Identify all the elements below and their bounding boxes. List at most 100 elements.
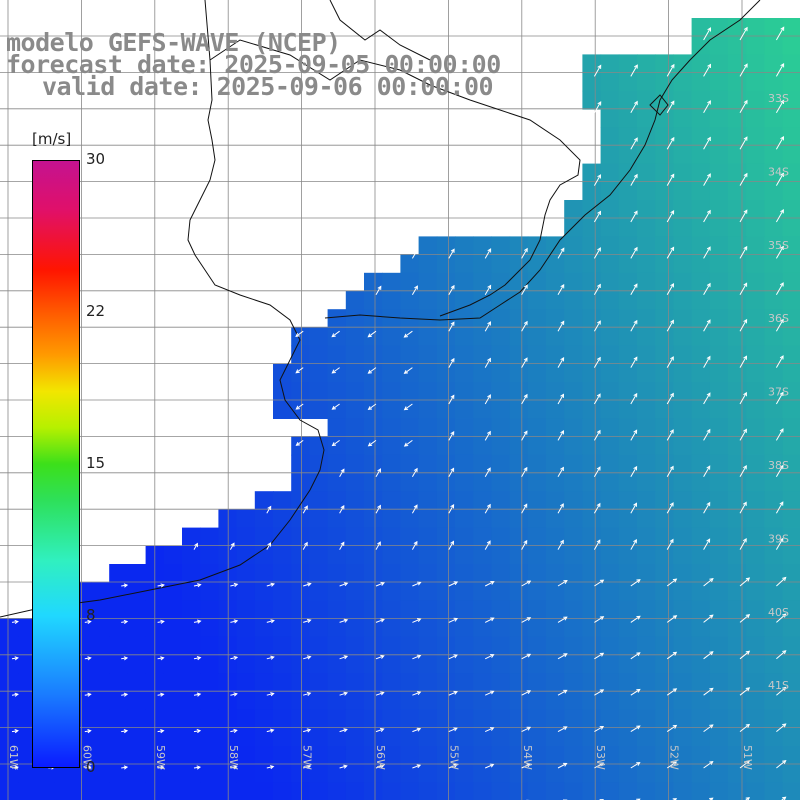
wind-arrow [630, 688, 641, 696]
wind-cell [582, 727, 602, 747]
wind-cell [637, 636, 656, 656]
wind-cell [491, 254, 511, 274]
wind-cell [746, 764, 765, 783]
wind-arrow-head [599, 652, 605, 657]
wind-cell [327, 727, 347, 747]
wind-arrow-head [87, 619, 92, 624]
wind-cell [527, 436, 547, 456]
wind-cell [527, 382, 547, 401]
wind-cell [218, 673, 238, 692]
wind-cell [618, 363, 638, 383]
wind-cell [564, 746, 583, 765]
wind-cell [655, 363, 674, 383]
wind-cell [637, 254, 656, 274]
wind-arrow [666, 578, 677, 587]
wind-arrow-head [490, 690, 495, 695]
wind-arrow [266, 583, 275, 587]
wind-arrow-head [403, 442, 409, 447]
wind-arrow-head [780, 172, 784, 177]
wind-cell [655, 727, 674, 747]
wind-cell [691, 291, 711, 310]
wind-arrow [484, 321, 491, 332]
wind-arrow-head [633, 429, 638, 434]
wind-arrow [484, 690, 494, 696]
wind-cell [655, 72, 674, 92]
wind-arrow-head [779, 391, 784, 397]
wind-cell [309, 727, 329, 747]
wind-arrow [776, 760, 787, 769]
wind-cell [364, 727, 383, 747]
wind-cell [273, 655, 292, 674]
wind-cell [418, 509, 438, 529]
wind-cell [400, 600, 420, 620]
wind-cell [400, 782, 420, 800]
wind-arrow [521, 540, 528, 550]
wind-cell [236, 636, 256, 656]
wind-arrow [521, 690, 531, 696]
wind-cell [254, 491, 274, 510]
wind-cell [509, 691, 529, 711]
wind-arrow [630, 615, 641, 623]
wind-cell [655, 236, 674, 256]
wind-arrow-head [745, 760, 751, 765]
wind-cell [127, 636, 147, 656]
wind-arrow-head [123, 692, 129, 697]
wind-cell [564, 636, 583, 656]
wind-cell [418, 454, 438, 474]
wind-arrow [484, 581, 495, 587]
wind-cell [782, 618, 800, 638]
wind-cell [327, 491, 347, 510]
wind-cell [327, 309, 347, 328]
wind-cell [91, 691, 110, 711]
wind-cell [364, 673, 383, 692]
wind-arrow-head [453, 617, 459, 622]
wind-cell [691, 127, 711, 146]
wind-arrow-head [633, 319, 638, 325]
wind-arrow [593, 284, 601, 296]
wind-arrow [368, 330, 377, 338]
wind-cell [655, 181, 674, 201]
wind-cell [546, 600, 565, 620]
wind-cell [527, 400, 547, 419]
wind-arrow-head [367, 369, 372, 374]
wind-cell [109, 782, 128, 800]
wind-arrow [703, 283, 711, 296]
wind-arrow [296, 403, 304, 410]
wind-arrow [521, 394, 528, 405]
wind-cell [491, 436, 511, 456]
wind-arrow-head [633, 465, 638, 471]
wind-cell [582, 509, 602, 529]
wind-cell [418, 345, 438, 365]
wind-cell [582, 545, 602, 565]
wind-arrow-head [14, 619, 19, 624]
wind-cell [327, 618, 347, 638]
wind-cell [782, 345, 800, 365]
wind-cell [491, 564, 511, 583]
wind-arrow [666, 64, 675, 77]
wind-cell [655, 545, 674, 565]
wind-cell [673, 691, 693, 711]
wind-arrow-head [743, 99, 748, 105]
wind-cell [564, 691, 583, 711]
wind-cell [418, 709, 438, 729]
wind-cell [200, 764, 219, 783]
wind-arrow-head [489, 727, 495, 731]
wind-cell [273, 636, 292, 656]
wind-cell [691, 618, 711, 638]
wind-cell [491, 764, 511, 783]
wind-cell [691, 272, 711, 292]
wind-cell [491, 509, 511, 529]
wind-cell [582, 345, 602, 365]
wind-arrow-head [267, 505, 272, 511]
wind-cell [655, 400, 674, 419]
wind-cell [655, 272, 674, 292]
wind-arrow-head [743, 26, 748, 32]
wind-cell [491, 382, 511, 401]
wind-cell [291, 400, 310, 419]
wind-cell [709, 18, 729, 37]
wind-cell [364, 636, 383, 656]
wind-arrow [703, 687, 714, 696]
wind-arrow-head [303, 541, 308, 547]
wind-cell [455, 254, 474, 274]
wind-cell [273, 727, 292, 747]
